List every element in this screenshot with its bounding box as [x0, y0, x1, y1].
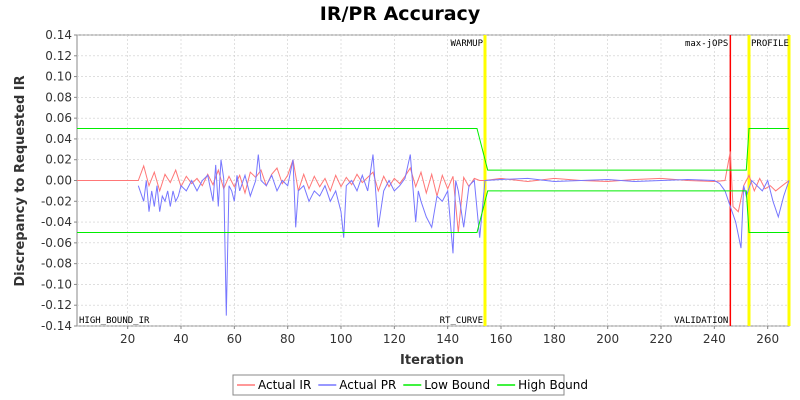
- series-line-actual-pr: [137, 154, 790, 316]
- y-tick-label: 0.02: [45, 153, 72, 167]
- y-tick-label: 0.10: [45, 70, 72, 84]
- y-tick-label: -0.08: [41, 257, 72, 271]
- x-tick-label: 100: [330, 332, 353, 346]
- y-tick-label: 0.00: [45, 174, 72, 188]
- x-tick-label: 180: [543, 332, 566, 346]
- legend-label: High Bound: [518, 378, 588, 392]
- marker-label: max-jOPS: [685, 39, 728, 49]
- y-tick-label: -0.12: [41, 298, 72, 312]
- y-tick-label: -0.02: [41, 194, 72, 208]
- x-axis-label: Iteration: [400, 353, 464, 368]
- y-tick-label: -0.04: [41, 215, 72, 229]
- y-tick-label: -0.06: [41, 236, 72, 250]
- x-tick-label: 200: [596, 332, 619, 346]
- legend: Actual IR Actual PR Low Bound High Bound: [232, 374, 588, 396]
- y-tick-label: 0.08: [45, 90, 72, 104]
- chart-title: IR/PR Accuracy: [320, 3, 481, 25]
- series-line-actual-ir: [77, 151, 790, 233]
- x-axis-ticks: 20 40 60 80 100 120 140 160 180 200 220 240 260: [120, 326, 779, 346]
- legend-box: [232, 374, 565, 396]
- series-line-high-bound: [77, 128, 789, 171]
- y-axis-ticks: -0.14 -0.12 -0.10 -0.08 -0.06 -0.04 -0.02 0.00 0…: [41, 28, 77, 333]
- x-tick-label: 120: [383, 332, 406, 346]
- y-tick-label: 0.14: [45, 28, 72, 42]
- marker-label: WARMUP: [450, 39, 483, 49]
- x-tick-label: 60: [227, 332, 242, 346]
- x-tick-label: 20: [120, 332, 135, 346]
- legend-label: Actual IR: [258, 378, 311, 392]
- x-tick-label: 220: [650, 332, 673, 346]
- y-tick-label: 0.12: [45, 49, 72, 63]
- marker-label: PROFILE: [751, 39, 789, 49]
- marker-labels: WARMUP RT_CURVE max-jOPS VALIDATION PROFILE H…: [79, 39, 789, 326]
- x-tick-label: 80: [280, 332, 295, 346]
- marker-label: VALIDATION: [674, 316, 728, 326]
- x-tick-label: 140: [436, 332, 459, 346]
- legend-label: Low Bound: [424, 378, 490, 392]
- y-tick-label: -0.10: [41, 277, 72, 291]
- x-tick-label: 160: [490, 332, 513, 346]
- series-layer: [77, 128, 790, 316]
- series-line-low-bound: [77, 190, 789, 233]
- x-tick-label: 240: [703, 332, 726, 346]
- marker-label: RT_CURVE: [440, 316, 483, 326]
- y-tick-label: -0.14: [41, 319, 72, 333]
- y-tick-label: 0.04: [45, 132, 72, 146]
- x-tick-label: 40: [173, 332, 188, 346]
- y-tick-label: 0.06: [45, 111, 72, 125]
- legend-label: Actual PR: [339, 378, 396, 392]
- marker-label: HIGH_BOUND_IR: [79, 316, 150, 326]
- x-tick-label: 260: [756, 332, 779, 346]
- y-axis-label: Discrepancy to Requested IR: [13, 75, 28, 286]
